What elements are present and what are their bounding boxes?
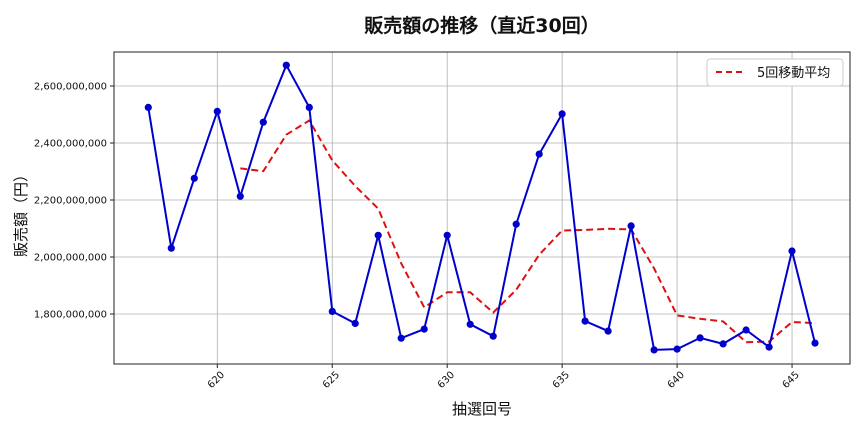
y-axis-label: 販売額（円）	[12, 167, 30, 257]
moving-average-line	[240, 119, 816, 344]
data-point-marker	[719, 340, 727, 348]
x-tick-label: 625	[321, 370, 342, 391]
y-tick-label: 2,600,000,000	[34, 82, 107, 93]
y-tick-label: 2,000,000,000	[34, 253, 107, 264]
data-point-marker	[489, 332, 497, 340]
data-point-marker	[443, 231, 451, 239]
data-point-marker	[144, 103, 152, 111]
data-point-marker	[811, 339, 819, 347]
data-point-marker	[236, 192, 244, 200]
data-point-marker	[581, 317, 589, 325]
data-point-marker	[673, 345, 681, 353]
data-point-marker	[788, 247, 796, 255]
data-point-marker	[558, 110, 566, 118]
data-point-marker	[650, 346, 658, 354]
x-axis-label: 抽選回号	[452, 400, 512, 418]
data-point-marker	[167, 244, 175, 252]
series-lines	[144, 61, 819, 354]
data-point-marker	[374, 231, 382, 239]
data-point-marker	[604, 327, 612, 335]
data-point-marker	[351, 319, 359, 327]
y-tick-label: 2,400,000,000	[34, 139, 107, 150]
y-axis-ticks: 1,800,000,000 2,000,000,000 2,200,000,000 2…	[34, 82, 114, 321]
data-point-marker	[466, 320, 474, 328]
chart-title: 販売額の推移（直近30回）	[364, 14, 599, 37]
plot-frame	[113, 51, 851, 365]
data-point-marker	[328, 307, 336, 315]
y-tick-label: 1,800,000,000	[34, 310, 107, 321]
data-point-marker	[190, 174, 198, 182]
legend-box	[706, 58, 844, 87]
x-tick-label: 620	[206, 370, 227, 391]
sales-line	[147, 62, 816, 351]
data-point-marker	[420, 325, 428, 333]
legend-label: 5回移動平均	[757, 66, 830, 81]
data-point-marker	[627, 222, 635, 230]
data-point-marker	[305, 103, 313, 111]
data-point-marker	[259, 118, 267, 126]
x-tick-label: 640	[666, 370, 687, 391]
data-point-marker	[742, 326, 750, 334]
x-tick-label: 635	[551, 370, 572, 391]
x-tick-label: 645	[781, 370, 802, 391]
y-tick-label: 2,200,000,000	[34, 196, 107, 207]
data-point-marker	[282, 61, 290, 69]
data-point-marker	[765, 343, 773, 351]
data-point-marker	[696, 334, 704, 342]
data-point-marker	[512, 220, 520, 228]
data-point-marker	[535, 150, 543, 158]
data-point-marker	[397, 334, 405, 342]
x-tick-label: 630	[436, 370, 457, 391]
legend: 5回移動平均	[706, 58, 844, 87]
x-axis-ticks: 620 625 630 635 640 645	[206, 364, 802, 391]
data-point-marker	[213, 107, 221, 115]
grid	[114, 52, 850, 364]
